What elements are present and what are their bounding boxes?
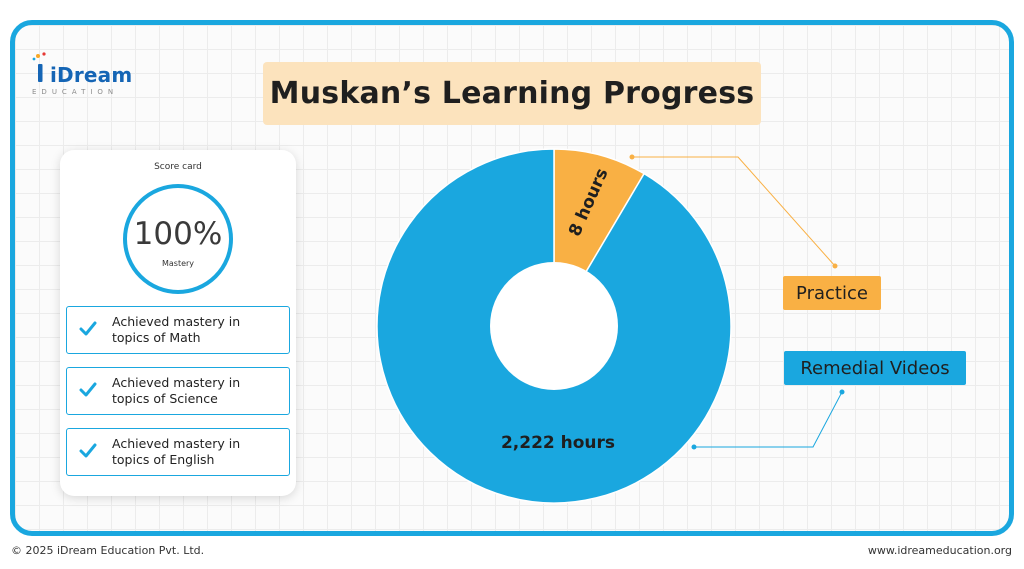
legend-remedial-videos: Remedial Videos [784, 351, 966, 385]
practice-leader-dot [629, 154, 635, 160]
page-title: Muskan’s Learning Progress [269, 76, 755, 111]
achievement-line: Achieved mastery in [112, 314, 241, 329]
footer-website[interactable]: www.idreameducation.org [867, 544, 1012, 557]
slice-label-remedial-videos: 2,222 hours [501, 433, 615, 453]
score-value: 100% [133, 216, 223, 252]
footer-copyright: © 2025 iDream Education Pvt. Ltd. [11, 544, 205, 557]
remedial-leader-dot [839, 389, 845, 395]
brand-subtitle: EDUCATION [32, 88, 119, 96]
achievement-line: topics of Science [112, 391, 218, 406]
achievement-line: Achieved mastery in [112, 375, 241, 390]
logo-mark-icon [32, 52, 46, 82]
check-icon [79, 321, 97, 336]
achievement-science: Achieved mastery in topics of Science [66, 367, 290, 415]
achievement-math: Achieved mastery in topics of Math [66, 306, 290, 354]
score-card-title: Score card [154, 162, 202, 172]
remedial-leader-dot [691, 444, 697, 450]
achievement-line: topics of Math [112, 330, 201, 345]
achievement-text: Achieved mastery in topics of Science [112, 375, 287, 407]
practice-leader-dot [832, 263, 838, 269]
check-icon [79, 382, 97, 397]
brand-name: iDream [50, 63, 133, 87]
donut-hole [490, 262, 618, 390]
achievement-english: Achieved mastery in topics of English [66, 428, 290, 476]
achievement-line: topics of English [112, 452, 215, 467]
score-card: Score card 100% Mastery Achieved mastery… [60, 150, 296, 496]
remedial-leader-line [694, 391, 843, 448]
legend-practice: Practice [783, 276, 881, 310]
check-icon [79, 443, 97, 458]
score-label: Mastery [161, 259, 195, 268]
achievement-text: Achieved mastery in topics of Math [112, 314, 287, 346]
achievement-line: Achieved mastery in [112, 436, 241, 451]
score-ring: 100% Mastery [123, 184, 233, 294]
brand-logo: iDream EDUCATION [30, 50, 140, 100]
practice-leader-line [632, 156, 836, 267]
achievement-text: Achieved mastery in topics of English [112, 436, 287, 468]
page-title-box: Muskan’s Learning Progress [263, 62, 761, 125]
